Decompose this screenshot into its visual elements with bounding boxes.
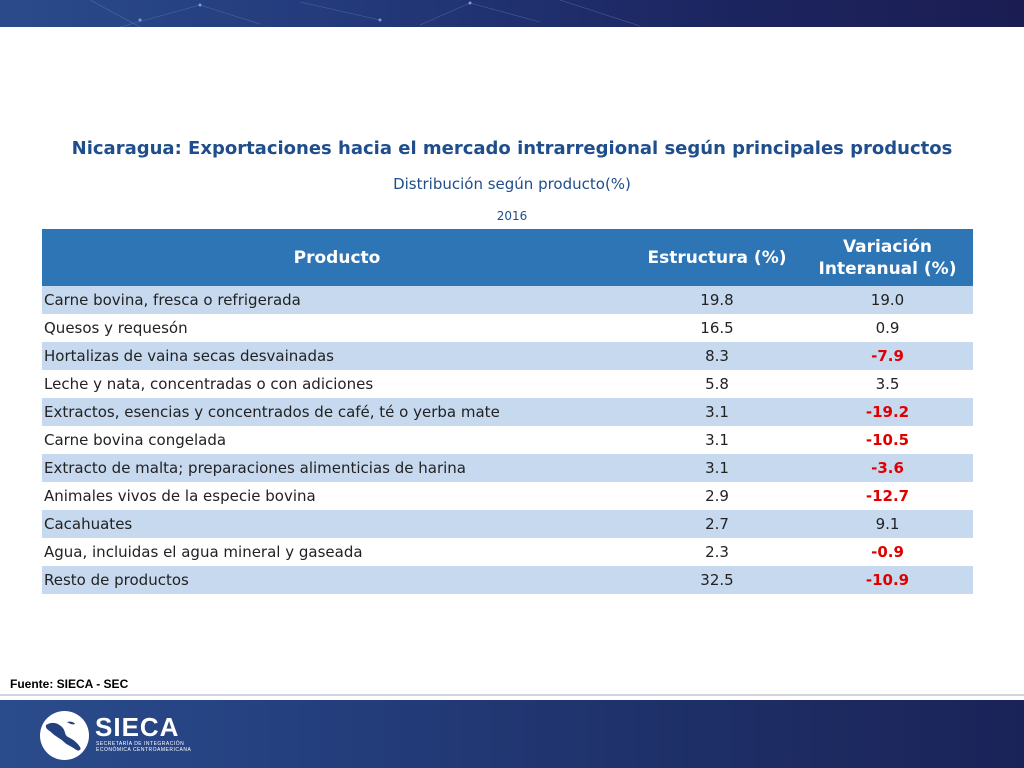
year-label: 2016 bbox=[496, 209, 528, 223]
cell-variacion: -19.2 bbox=[802, 398, 973, 426]
cell-estructura: 3.1 bbox=[632, 454, 802, 482]
cell-producto: Extracto de malta; preparaciones aliment… bbox=[42, 454, 632, 482]
cell-variacion: 3.5 bbox=[802, 370, 973, 398]
cell-variacion: 19.0 bbox=[802, 286, 973, 314]
table-row: Cacahuates 2.7 9.1 bbox=[42, 510, 973, 538]
cell-producto: Agua, incluidas el agua mineral y gasead… bbox=[42, 538, 632, 566]
top-banner bbox=[0, 0, 1024, 27]
cell-variacion: 0.9 bbox=[802, 314, 973, 342]
cell-estructura: 3.1 bbox=[632, 426, 802, 454]
table-row: Carne bovina congelada 3.1 -10.5 bbox=[42, 426, 973, 454]
sieca-logo-text: SIECA bbox=[95, 712, 180, 742]
cell-variacion: -7.9 bbox=[802, 342, 973, 370]
cell-estructura: 8.3 bbox=[632, 342, 802, 370]
cell-producto: Carne bovina congelada bbox=[42, 426, 632, 454]
sieca-logo-subtitle-line: SECRETARÍA DE INTEGRACIÓN bbox=[96, 741, 185, 747]
table-row: Agua, incluidas el agua mineral y gasead… bbox=[42, 538, 973, 566]
cell-estructura: 3.1 bbox=[632, 398, 802, 426]
cell-estructura: 2.9 bbox=[632, 482, 802, 510]
cell-estructura: 32.5 bbox=[632, 566, 802, 594]
exports-table: Producto Estructura (%) Variación Intera… bbox=[42, 229, 973, 594]
table-row: Quesos y requesón 16.5 0.9 bbox=[42, 314, 973, 342]
cell-producto: Extractos, esencias y concentrados de ca… bbox=[42, 398, 632, 426]
table-row: Carne bovina, fresca o refrigerada 19.8 … bbox=[42, 286, 973, 314]
table-row: Animales vivos de la especie bovina 2.9 … bbox=[42, 482, 973, 510]
footer-divider bbox=[0, 694, 1024, 696]
cell-producto: Hortalizas de vaina secas desvainadas bbox=[42, 342, 632, 370]
cell-estructura: 2.7 bbox=[632, 510, 802, 538]
cell-producto: Cacahuates bbox=[42, 510, 632, 538]
table-row: Extracto de malta; preparaciones aliment… bbox=[42, 454, 973, 482]
cell-variacion: -12.7 bbox=[802, 482, 973, 510]
column-header-estructura: Estructura (%) bbox=[632, 229, 802, 286]
cell-producto: Quesos y requesón bbox=[42, 314, 632, 342]
footer-bar bbox=[0, 700, 1024, 768]
page-subtitle: Distribución según producto(%) bbox=[393, 175, 631, 193]
cell-producto: Animales vivos de la especie bovina bbox=[42, 482, 632, 510]
sieca-logo-subtitle-line: ECONÓMICA CENTROAMERICANA bbox=[96, 747, 192, 753]
table-header-row: Producto Estructura (%) Variación Intera… bbox=[42, 229, 973, 286]
table-row: Hortalizas de vaina secas desvainadas 8.… bbox=[42, 342, 973, 370]
cell-estructura: 5.8 bbox=[632, 370, 802, 398]
cell-producto: Carne bovina, fresca o refrigerada bbox=[42, 286, 632, 314]
cell-variacion: -0.9 bbox=[802, 538, 973, 566]
cell-estructura: 16.5 bbox=[632, 314, 802, 342]
cell-variacion: -3.6 bbox=[802, 454, 973, 482]
cell-variacion: -10.5 bbox=[802, 426, 973, 454]
table-row: Extractos, esencias y concentrados de ca… bbox=[42, 398, 973, 426]
column-header-variacion: Variación Interanual (%) bbox=[802, 229, 973, 286]
sieca-logo-subtitle: SECRETARÍA DE INTEGRACIÓN ECONÓMICA CENT… bbox=[96, 741, 191, 753]
table-row: Resto de productos 32.5 -10.9 bbox=[42, 566, 973, 594]
cell-variacion: -10.9 bbox=[802, 566, 973, 594]
cell-estructura: 19.8 bbox=[632, 286, 802, 314]
sieca-logo-icon bbox=[40, 711, 89, 760]
network-pattern-decoration bbox=[89, 0, 641, 27]
table-row: Leche y nata, concentradas o con adicion… bbox=[42, 370, 973, 398]
cell-variacion: 9.1 bbox=[802, 510, 973, 538]
cell-producto: Resto de productos bbox=[42, 566, 632, 594]
source-note: Fuente: SIECA - SEC bbox=[10, 677, 129, 691]
page-title: Nicaragua: Exportaciones hacia el mercad… bbox=[71, 138, 953, 159]
cell-producto: Leche y nata, concentradas o con adicion… bbox=[42, 370, 632, 398]
column-header-producto: Producto bbox=[42, 229, 632, 286]
cell-estructura: 2.3 bbox=[632, 538, 802, 566]
